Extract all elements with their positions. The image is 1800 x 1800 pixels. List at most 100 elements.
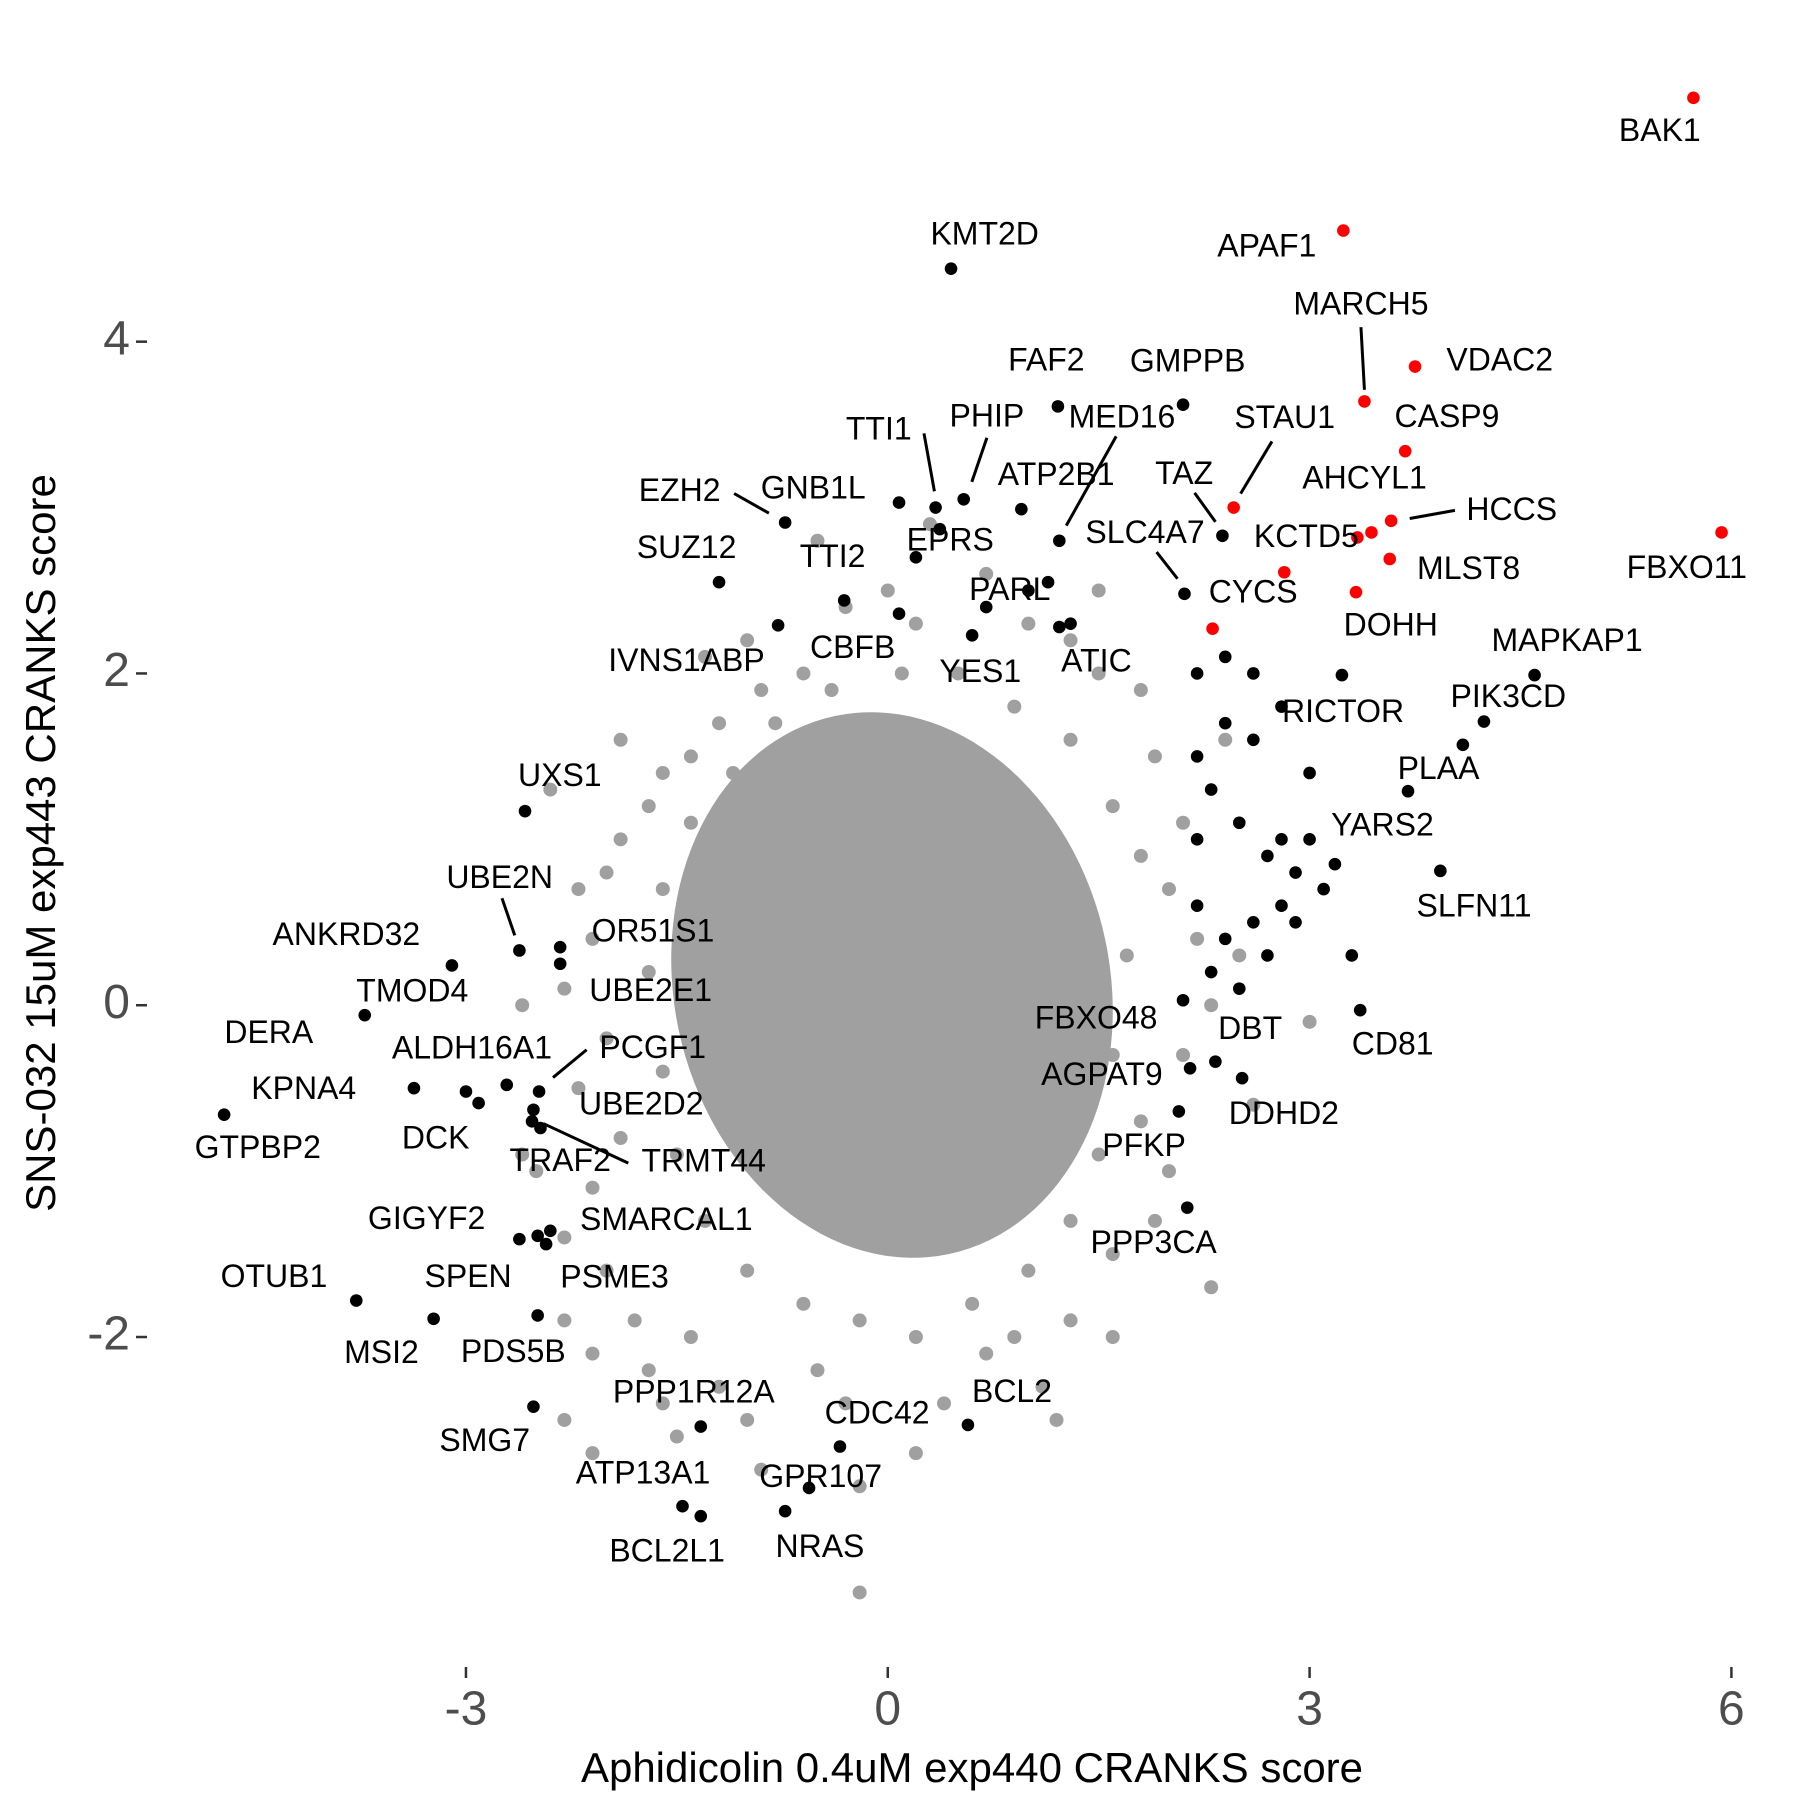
gene-point	[796, 1296, 811, 1311]
gene-point	[655, 882, 670, 897]
hit-point	[1365, 526, 1378, 539]
gene-label: VDAC2	[1446, 341, 1553, 377]
gene-point	[1190, 931, 1205, 946]
gene-point	[1105, 1247, 1120, 1262]
y-tick-label: 2	[103, 644, 130, 697]
gene-point	[669, 1147, 684, 1162]
hit-point	[961, 1418, 975, 1432]
y-tick-label: 0	[103, 976, 130, 1029]
gene-label: KPNA4	[251, 1070, 356, 1106]
gene-point	[712, 716, 727, 731]
y-tick-label: -2	[87, 1308, 130, 1361]
gene-label: DOHH	[1344, 606, 1438, 642]
hit-point	[1247, 915, 1260, 929]
gene-point	[908, 1446, 923, 1461]
hit-point	[944, 262, 958, 275]
hit-point	[1335, 668, 1349, 682]
gene-point	[1007, 699, 1022, 714]
hit-point	[778, 1504, 792, 1518]
gene-label: SMARCAL1	[580, 1201, 753, 1237]
gene-label: EPRS	[907, 521, 994, 557]
gene-point	[922, 517, 937, 532]
gene-point	[838, 1396, 853, 1411]
gene-label: PSME3	[560, 1258, 668, 1294]
gene-point	[1302, 1014, 1317, 1029]
hit-point	[1303, 766, 1316, 780]
gene-point	[1147, 749, 1162, 764]
hit-point	[1180, 1201, 1194, 1214]
gene-label: PDS5B	[461, 1333, 566, 1369]
gene-label: CASP9	[1394, 398, 1499, 434]
gene-label: DDHD2	[1229, 1095, 1339, 1131]
gene-point	[1063, 633, 1078, 648]
hit-point	[1227, 501, 1240, 514]
hit-point	[712, 575, 726, 589]
gene-point	[810, 1363, 825, 1378]
gene-label: GMPPB	[1130, 342, 1246, 378]
gene-point	[1063, 1313, 1078, 1328]
hit-point	[1190, 899, 1204, 912]
x-tick-label: 6	[1718, 1683, 1745, 1736]
gene-point	[740, 1263, 755, 1278]
gene-label: OTUB1	[221, 1258, 328, 1294]
gene-label: ATP13A1	[576, 1454, 711, 1490]
gene-label: TTI1	[846, 410, 912, 446]
hit-point	[349, 1294, 363, 1307]
gene-label: BCL2L1	[609, 1533, 725, 1569]
gene-point	[571, 1081, 586, 1096]
gene-label: CD81	[1352, 1026, 1434, 1062]
hit-point	[1261, 849, 1274, 863]
hit-point	[778, 516, 792, 529]
gene-label: MAPKAP1	[1491, 622, 1642, 658]
gene-label: OR51S1	[592, 913, 715, 949]
gene-label: PHIP	[950, 398, 1025, 434]
gene-label: HCCS	[1466, 491, 1557, 527]
hit-point	[771, 619, 785, 632]
hit-point	[909, 551, 923, 564]
gene-label: ATIC	[1061, 642, 1132, 678]
gene-label: AHCYL1	[1302, 460, 1427, 496]
gene-point	[1218, 732, 1233, 747]
axes: -3 0 3 6 -2 0 2 4	[87, 312, 1744, 1735]
gene-point	[1161, 882, 1176, 897]
hit-point	[1289, 866, 1302, 879]
y-tick-label: 4	[103, 312, 130, 365]
gene-point	[810, 533, 825, 548]
points	[217, 91, 1728, 1600]
gene-point	[712, 1379, 727, 1394]
gene-point	[655, 1396, 670, 1411]
hit-point	[1358, 395, 1371, 408]
gene-label: ATP2B1	[998, 456, 1115, 492]
gene-label: YARS2	[1331, 807, 1434, 843]
hit-point	[1477, 715, 1491, 728]
gene-label: GNB1L	[761, 469, 866, 505]
gene-point	[1204, 1280, 1219, 1295]
hit-point	[1022, 584, 1035, 597]
gene-label: KCTD5	[1254, 518, 1359, 554]
gene-label: UXS1	[518, 757, 602, 793]
gene-point	[683, 815, 698, 830]
gene-label: STAU1	[1234, 399, 1335, 435]
gene-label: FBXO11	[1627, 549, 1747, 585]
leader-line	[1239, 440, 1274, 495]
hit-point	[531, 1309, 544, 1322]
gene-point	[740, 633, 755, 648]
gene-point	[697, 1213, 712, 1228]
gene-point	[557, 1313, 572, 1328]
gene-label: UBE2N	[446, 859, 553, 895]
hit-point	[1209, 1055, 1222, 1068]
gene-point	[1204, 998, 1219, 1013]
gene-label: MARCH5	[1293, 286, 1428, 322]
hit-point	[525, 1115, 539, 1128]
gene-point	[1091, 1147, 1106, 1162]
gene-point	[641, 799, 656, 814]
hit-point	[1183, 1061, 1197, 1075]
gene-point	[1176, 1047, 1191, 1062]
gene-point	[641, 965, 656, 980]
gene-point	[557, 1230, 572, 1245]
hit-point	[513, 1232, 526, 1246]
hit-point	[892, 607, 906, 621]
hit-point	[1064, 617, 1077, 630]
hit-point	[1204, 965, 1218, 979]
